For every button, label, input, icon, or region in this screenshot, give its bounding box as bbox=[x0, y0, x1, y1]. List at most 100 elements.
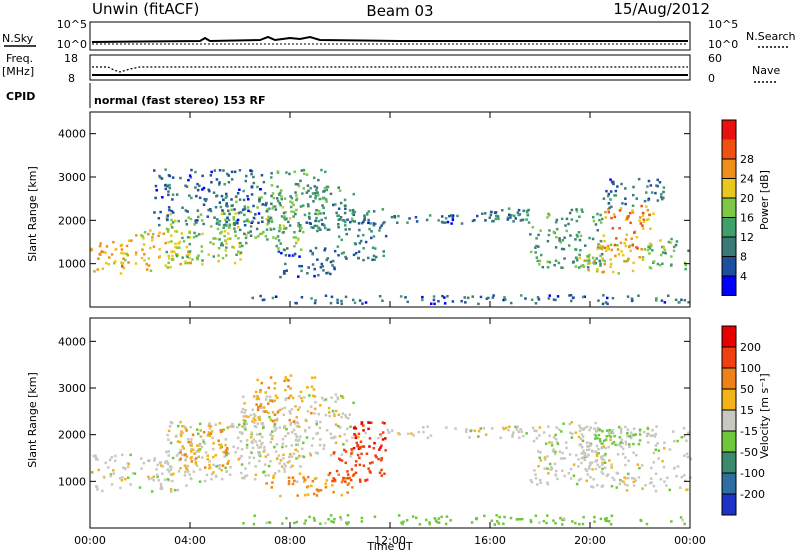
power-cell bbox=[196, 188, 200, 192]
velocity-cell bbox=[651, 434, 655, 437]
power-cell bbox=[172, 211, 175, 214]
power-cell bbox=[393, 215, 396, 218]
velocity-cell bbox=[340, 453, 344, 456]
velocity-cell bbox=[505, 426, 508, 430]
power-cell bbox=[247, 209, 250, 213]
power-cell bbox=[309, 195, 312, 198]
power-cell bbox=[575, 219, 579, 223]
power-cell bbox=[502, 298, 505, 302]
velocity-cell bbox=[571, 520, 574, 523]
velocity-cell bbox=[278, 462, 281, 465]
velocity-cell bbox=[544, 442, 548, 445]
power-cell bbox=[596, 229, 599, 232]
power-cell bbox=[256, 206, 259, 209]
velocity-cell bbox=[225, 447, 229, 450]
velocity-cell bbox=[445, 426, 448, 429]
power-cell bbox=[632, 261, 635, 265]
power-cell bbox=[225, 242, 228, 245]
velocity-cell bbox=[521, 517, 524, 521]
velocity-cell bbox=[561, 451, 564, 455]
velocity-cell bbox=[384, 437, 387, 440]
power-cell bbox=[299, 205, 303, 208]
power-cell bbox=[659, 253, 663, 257]
velocity-cell bbox=[687, 431, 690, 435]
power-cell bbox=[154, 196, 157, 200]
velocity-cell bbox=[554, 474, 558, 477]
power-region-0 bbox=[90, 240, 130, 275]
power-cell bbox=[601, 302, 605, 306]
velocity-cell bbox=[289, 387, 292, 390]
power-cell bbox=[572, 296, 575, 299]
velocity-cell bbox=[344, 480, 347, 483]
power-cell bbox=[158, 174, 161, 178]
power-cell bbox=[599, 254, 602, 258]
velocity-cell bbox=[536, 483, 539, 486]
velocity-cell bbox=[391, 429, 394, 432]
velocity-cell bbox=[308, 426, 311, 429]
velocity-cell bbox=[354, 464, 357, 467]
velocity-cell bbox=[465, 428, 468, 431]
velocity-cell bbox=[227, 459, 230, 463]
velocity-cell bbox=[265, 482, 268, 485]
power-cell bbox=[406, 300, 409, 304]
velocity-cell bbox=[313, 477, 317, 481]
velocity-cell bbox=[378, 448, 381, 451]
power-cell bbox=[598, 218, 601, 222]
velocity-cell bbox=[287, 396, 290, 400]
power-cell bbox=[308, 221, 311, 225]
power-cell bbox=[270, 172, 273, 175]
velocity-cell bbox=[169, 473, 173, 476]
velocity-cell bbox=[499, 436, 502, 439]
power-cell bbox=[167, 228, 170, 231]
power-cell bbox=[278, 193, 281, 196]
power-cell bbox=[286, 247, 289, 250]
power-cell bbox=[600, 253, 604, 256]
velocity-cell bbox=[270, 486, 273, 489]
velocity-cell bbox=[517, 430, 520, 434]
power-cell bbox=[222, 169, 225, 172]
velocity-cell bbox=[298, 472, 302, 475]
velocity-cell bbox=[346, 522, 349, 526]
power-cell bbox=[252, 175, 255, 179]
velocity-cell bbox=[298, 406, 301, 409]
power-cell bbox=[209, 209, 213, 213]
velocity-cell bbox=[295, 443, 298, 446]
velocity-cell bbox=[672, 430, 675, 433]
velocity-cell bbox=[243, 402, 246, 405]
power-cell bbox=[242, 189, 245, 193]
velocity-cell bbox=[589, 463, 592, 466]
power-cell bbox=[113, 261, 116, 265]
power-cell bbox=[201, 188, 204, 191]
velocity-cell bbox=[337, 473, 340, 476]
velocity-cell bbox=[362, 464, 366, 467]
velocity-cell bbox=[189, 440, 193, 444]
velocity-cell bbox=[273, 419, 277, 422]
power-cell bbox=[643, 248, 647, 251]
velocity-cell bbox=[552, 519, 555, 522]
power-cell bbox=[560, 217, 564, 221]
velocity-cell bbox=[354, 434, 358, 438]
velocity-cell bbox=[332, 521, 335, 524]
power-cell bbox=[602, 270, 605, 274]
power-colorbar-segment bbox=[722, 159, 736, 179]
power-cell bbox=[568, 211, 572, 215]
power-cell bbox=[531, 226, 535, 229]
power-cell bbox=[645, 191, 648, 194]
power-cell bbox=[594, 223, 598, 226]
velocity-cell bbox=[95, 485, 99, 489]
velocity-cell bbox=[314, 451, 318, 454]
velocity-cell bbox=[224, 438, 228, 441]
velocity-cell bbox=[362, 429, 365, 432]
velocity-cell bbox=[349, 478, 353, 482]
freq-tick-top: 18 bbox=[64, 52, 78, 65]
velocity-cell bbox=[187, 438, 190, 441]
power-cell bbox=[415, 220, 419, 223]
power-cell bbox=[153, 169, 156, 172]
power-cell bbox=[491, 220, 495, 223]
velocity-cell bbox=[313, 395, 317, 398]
velocity-cell bbox=[311, 437, 315, 440]
velocity-cell bbox=[538, 426, 542, 429]
velocity-cell bbox=[654, 489, 658, 493]
power-cell bbox=[494, 214, 498, 217]
